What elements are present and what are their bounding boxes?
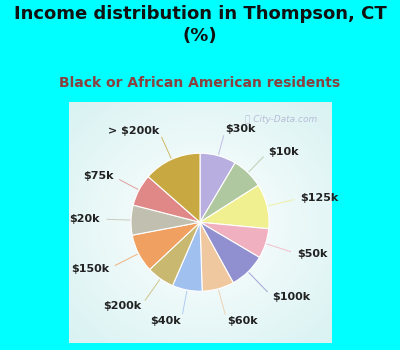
Text: > $200k: > $200k [108,126,159,136]
Text: $125k: $125k [301,193,339,203]
Wedge shape [200,222,233,291]
Text: $200k: $200k [103,301,141,311]
Text: $30k: $30k [226,124,256,134]
Wedge shape [150,222,200,286]
Wedge shape [200,185,269,229]
Text: $75k: $75k [83,172,114,181]
Wedge shape [131,205,200,235]
Wedge shape [200,222,259,283]
Text: $100k: $100k [272,292,310,302]
Wedge shape [133,177,200,222]
Text: Black or African American residents: Black or African American residents [60,76,340,90]
Wedge shape [172,222,202,291]
Wedge shape [148,153,200,222]
Text: $50k: $50k [297,249,328,259]
Wedge shape [200,222,269,257]
Wedge shape [132,222,200,270]
Wedge shape [200,153,235,222]
Text: $40k: $40k [151,316,181,326]
Text: $150k: $150k [71,264,109,274]
Text: Income distribution in Thompson, CT
(%): Income distribution in Thompson, CT (%) [14,5,386,46]
Text: $10k: $10k [268,147,299,157]
Text: $20k: $20k [70,214,100,224]
Wedge shape [200,163,258,222]
Text: ⓘ City-Data.com: ⓘ City-Data.com [245,115,317,124]
Text: $60k: $60k [227,316,258,326]
